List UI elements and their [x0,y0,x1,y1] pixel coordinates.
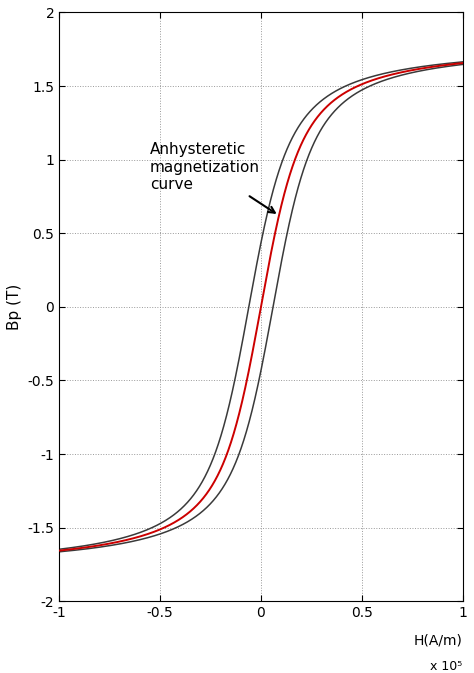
Y-axis label: Bp (T): Bp (T) [7,284,22,330]
Text: Anhysteretic
magnetization
curve: Anhysteretic magnetization curve [150,142,275,213]
Text: x 10⁵: x 10⁵ [430,660,463,673]
Text: H(A/m): H(A/m) [414,633,463,647]
